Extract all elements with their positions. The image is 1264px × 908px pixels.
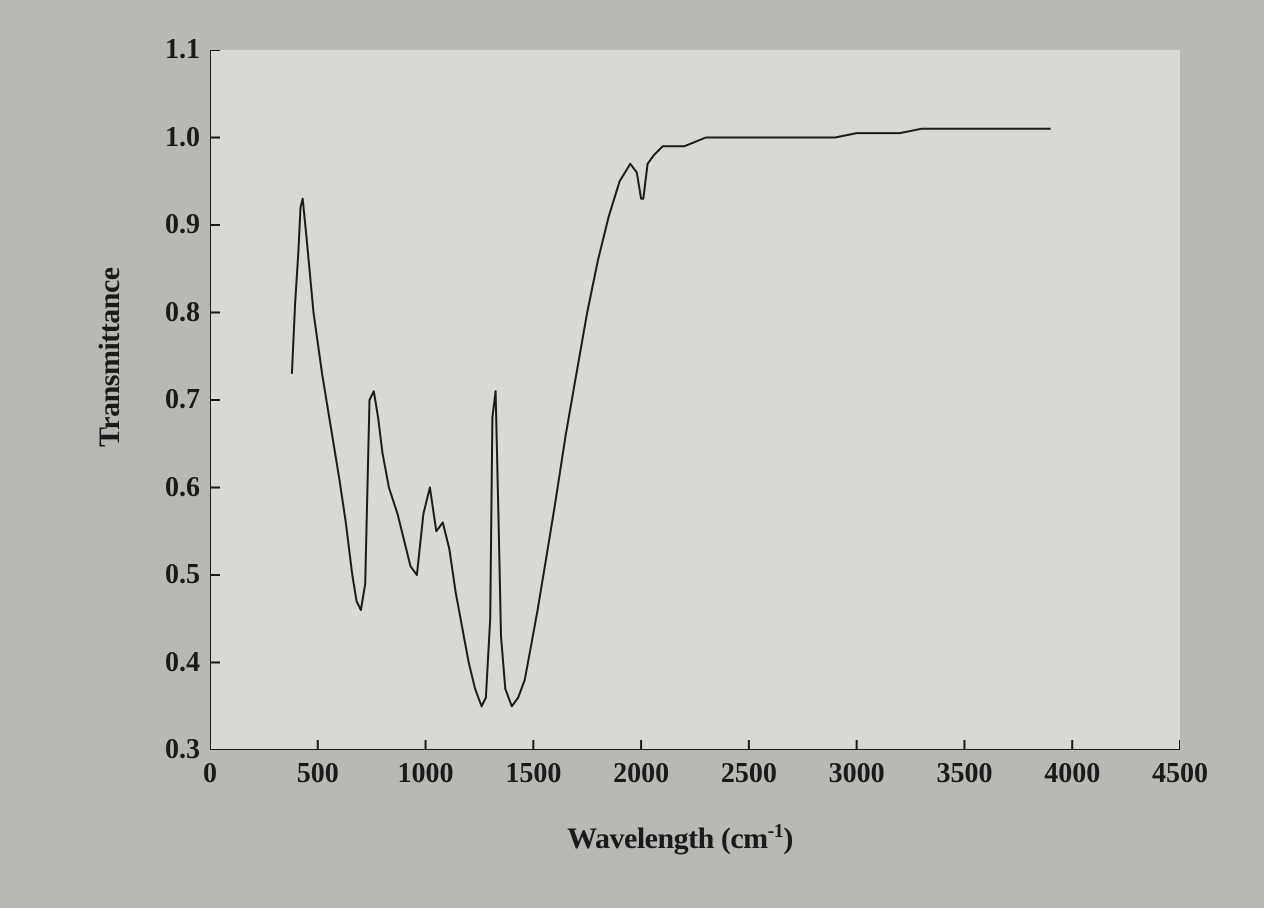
y-axis-label: Transmittance [93,247,127,447]
x-axis-label-suffix: ) [783,822,793,855]
x-tick-label: 2500 [721,758,777,790]
spectrum-line-svg [210,50,1180,750]
y-tick-label: 0.9 [140,209,200,241]
y-tick-label: 0.8 [140,297,200,329]
y-tick-label: 0.4 [140,647,200,679]
y-tick-label: 1.0 [140,122,200,154]
x-tick-label: 1000 [398,758,454,790]
y-tick-label: 0.3 [140,734,200,766]
x-axis-label-main: Wavelength (cm [567,822,767,855]
y-tick-label: 0.5 [140,559,200,591]
plot-area [210,50,1180,750]
y-tick-label: 0.6 [140,472,200,504]
x-axis-label-sup: -1 [768,820,784,842]
x-tick-label: 2000 [613,758,669,790]
x-tick-label: 1500 [505,758,561,790]
x-tick-label: 3500 [936,758,992,790]
ir-spectrum-chart: 0.3 0.4 0.5 0.6 0.7 0.8 0.9 1.0 1.1 0 500 1000 1500… [40,30,1220,860]
x-tick-label: 3000 [829,758,885,790]
y-tick-label: 1.1 [140,34,200,66]
x-axis-label: Wavelength (cm-1) [480,820,880,856]
y-tick-label: 0.7 [140,384,200,416]
x-tick-label: 4500 [1152,758,1208,790]
x-tick-label: 500 [297,758,339,790]
x-tick-label: 4000 [1044,758,1100,790]
x-tick-label: 0 [203,758,217,790]
